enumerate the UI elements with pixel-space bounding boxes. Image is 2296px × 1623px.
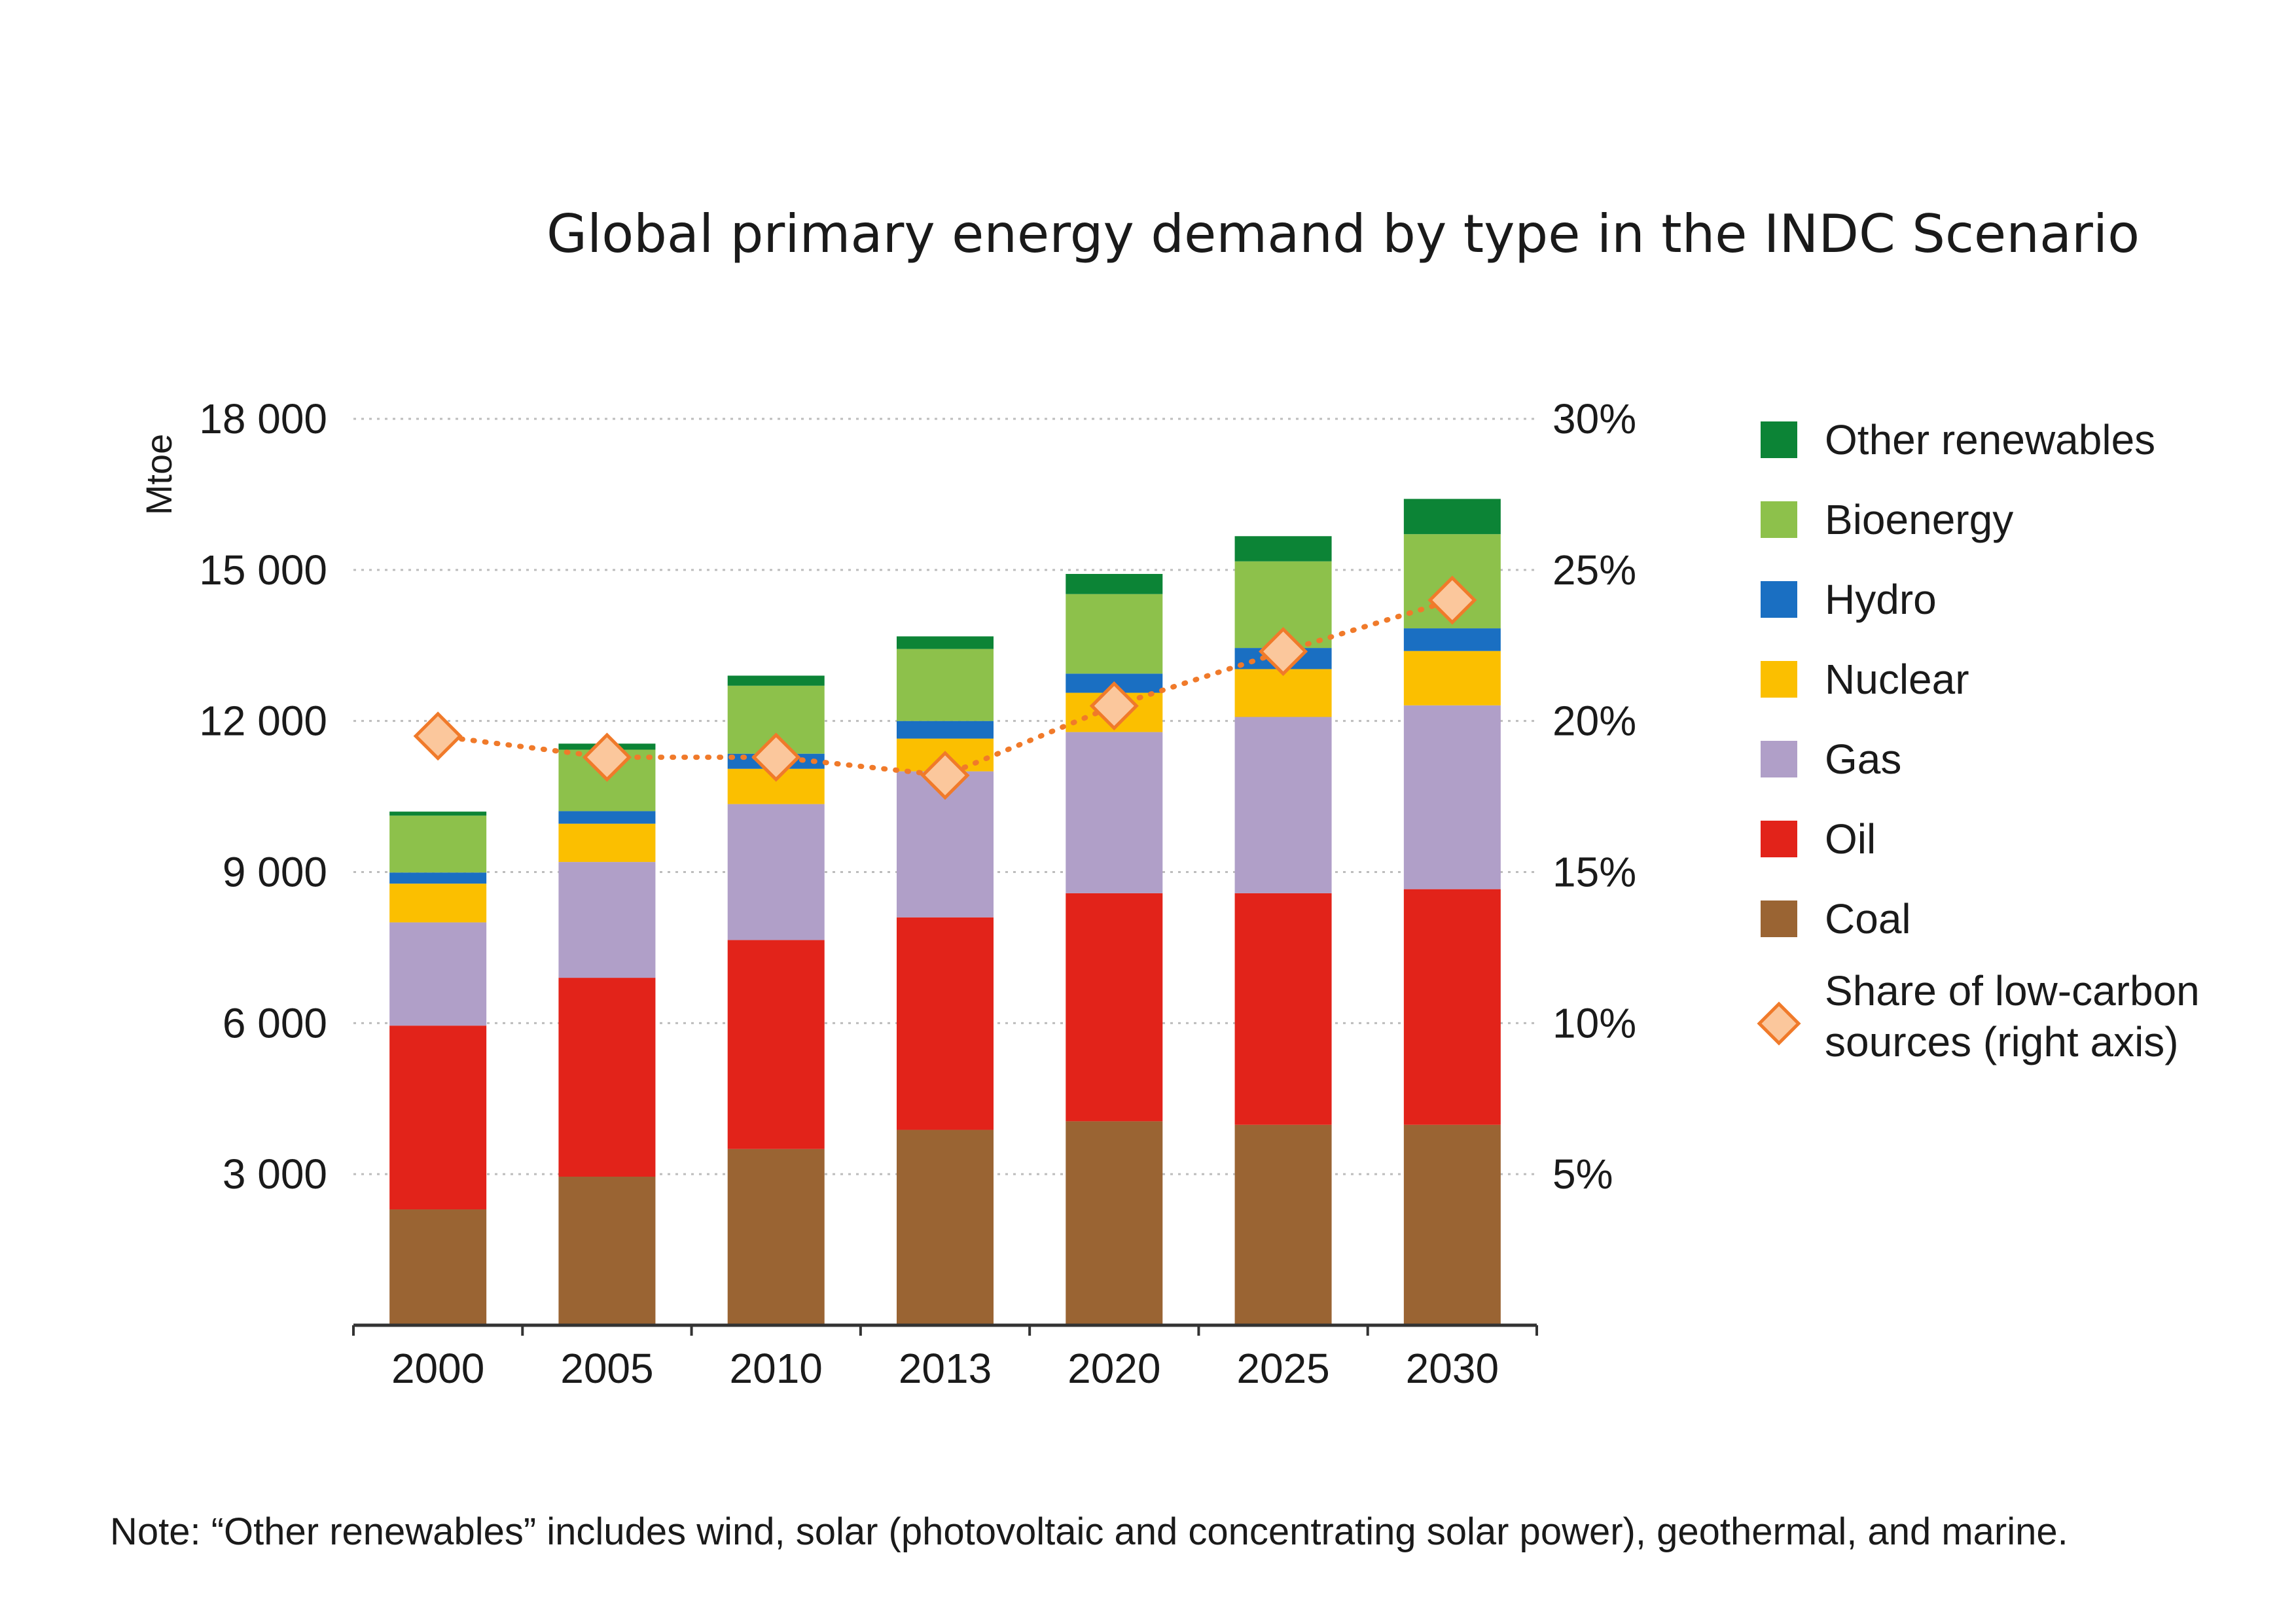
bar-hydro xyxy=(558,811,656,824)
share-marker xyxy=(1259,626,1308,677)
bar-coal xyxy=(558,1177,656,1325)
y2-tick-label: 15% xyxy=(1552,849,1636,896)
legend-label: Oil xyxy=(1825,815,1876,863)
low-carbon-share-line xyxy=(413,575,1477,800)
bar-hydro xyxy=(1403,628,1501,651)
bar-bioenergy xyxy=(897,649,994,721)
bar-other-renewables xyxy=(1066,573,1163,594)
legend: Other renewables Bioenergy Hydro Nuclear Gas… xyxy=(1757,416,2200,1065)
legend-label: Other renewables xyxy=(1825,416,2155,463)
chart-title: Global primary energy demand by type in … xyxy=(547,204,2140,264)
bar-other-renewables xyxy=(727,675,825,686)
legend-label: Coal xyxy=(1825,895,1911,942)
bar-gas xyxy=(558,862,656,978)
share-marker xyxy=(582,732,632,782)
legend-swatch xyxy=(1757,1001,1801,1046)
bar-oil xyxy=(389,1026,487,1210)
legend-label: sources (right axis) xyxy=(1825,1018,2179,1065)
bar-oil xyxy=(897,917,994,1130)
bar-gas xyxy=(1234,717,1332,893)
tick-labels: 3 000 6 000 9 000 12 000 15 000 18 000 5% 10% 15… xyxy=(199,395,1636,1392)
y2-tick-label: 5% xyxy=(1552,1150,1613,1198)
bar-coal xyxy=(897,1130,994,1325)
bar-gas xyxy=(389,922,487,1026)
x-tick-label: 2013 xyxy=(899,1345,992,1392)
y2-tick-label: 20% xyxy=(1552,698,1636,745)
axes xyxy=(352,1323,1538,1336)
bar-other-renewables xyxy=(389,812,487,816)
legend-label: Gas xyxy=(1825,736,1901,783)
y-tick-label: 15 000 xyxy=(199,546,327,594)
legend-swatch xyxy=(1761,581,1797,618)
bar-oil xyxy=(558,978,656,1177)
legend-swatch xyxy=(1761,661,1797,698)
legend-swatch xyxy=(1761,821,1797,857)
legend-label: Bioenergy xyxy=(1825,496,2013,543)
share-marker xyxy=(1089,681,1139,731)
bar-coal xyxy=(389,1209,487,1325)
bar-gas xyxy=(727,804,825,940)
bar-gas xyxy=(1066,732,1163,893)
legend-label: Nuclear xyxy=(1825,656,1969,703)
bars xyxy=(389,499,1501,1325)
x-tick-label: 2025 xyxy=(1236,1345,1329,1392)
x-tick-label: 2005 xyxy=(560,1345,653,1392)
bar-coal xyxy=(1403,1124,1501,1325)
bar-nuclear xyxy=(389,883,487,923)
y-tick-label: 12 000 xyxy=(199,698,327,745)
bar-hydro xyxy=(389,872,487,884)
y2-tick-label: 25% xyxy=(1552,546,1636,594)
bar-oil xyxy=(1234,893,1332,1125)
bar-oil xyxy=(1403,889,1501,1125)
bar-coal xyxy=(1066,1121,1163,1325)
y2-tick-label: 10% xyxy=(1552,999,1636,1046)
chart-note: Note: “Other renewables” includes wind, … xyxy=(110,1510,2068,1553)
y-axis-label: Mtoe xyxy=(138,434,179,516)
share-marker xyxy=(413,711,463,761)
share-marker xyxy=(920,751,970,800)
x-tick-label: 2020 xyxy=(1067,1345,1160,1392)
y-tick-label: 9 000 xyxy=(223,849,327,896)
legend-swatch xyxy=(1761,901,1797,937)
bar-other-renewables xyxy=(897,636,994,649)
bar-hydro xyxy=(897,721,994,739)
bar-coal xyxy=(727,1149,825,1325)
legend-swatch xyxy=(1761,501,1797,538)
legend-label: Hydro xyxy=(1825,576,1937,623)
bar-oil xyxy=(727,940,825,1149)
share-marker xyxy=(751,732,801,782)
x-tick-label: 2010 xyxy=(730,1345,823,1392)
y2-tick-label: 30% xyxy=(1552,395,1636,442)
y-tick-label: 6 000 xyxy=(223,999,327,1046)
x-tick-label: 2000 xyxy=(391,1345,484,1392)
bar-gas xyxy=(1403,705,1501,889)
legend-label: Share of low-carbon xyxy=(1825,967,2200,1014)
bar-nuclear xyxy=(558,823,656,863)
bar-other-renewables xyxy=(1403,499,1501,535)
legend-swatch xyxy=(1761,421,1797,458)
bar-coal xyxy=(1234,1124,1332,1325)
y-tick-label: 18 000 xyxy=(199,395,327,442)
share-marker xyxy=(1427,575,1477,625)
bar-nuclear xyxy=(1403,651,1501,705)
bar-oil xyxy=(1066,893,1163,1122)
bar-bioenergy xyxy=(389,815,487,873)
bar-nuclear xyxy=(1234,669,1332,717)
bar-other-renewables xyxy=(1234,536,1332,562)
legend-swatch xyxy=(1761,741,1797,777)
x-tick-label: 2030 xyxy=(1406,1345,1499,1392)
y-tick-label: 3 000 xyxy=(223,1150,327,1198)
bar-bioenergy xyxy=(1066,594,1163,674)
